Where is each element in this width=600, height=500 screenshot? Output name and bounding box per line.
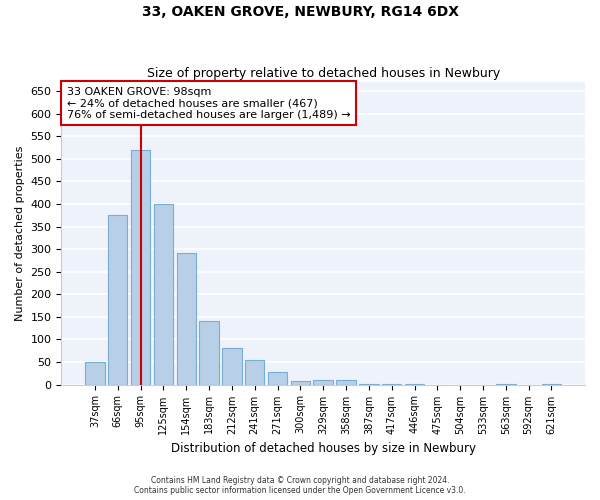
Bar xyxy=(337,380,356,384)
Bar xyxy=(268,372,287,384)
Bar xyxy=(176,253,196,384)
Bar xyxy=(313,380,333,384)
Bar xyxy=(85,362,104,384)
Bar xyxy=(199,322,219,384)
Bar xyxy=(290,382,310,384)
Bar xyxy=(245,360,265,384)
X-axis label: Distribution of detached houses by size in Newbury: Distribution of detached houses by size … xyxy=(171,442,476,455)
Text: Contains HM Land Registry data © Crown copyright and database right 2024.
Contai: Contains HM Land Registry data © Crown c… xyxy=(134,476,466,495)
Text: 33 OAKEN GROVE: 98sqm
← 24% of detached houses are smaller (467)
76% of semi-det: 33 OAKEN GROVE: 98sqm ← 24% of detached … xyxy=(67,86,350,120)
Y-axis label: Number of detached properties: Number of detached properties xyxy=(15,146,25,321)
Bar xyxy=(222,348,242,384)
Bar xyxy=(154,204,173,384)
Text: 33, OAKEN GROVE, NEWBURY, RG14 6DX: 33, OAKEN GROVE, NEWBURY, RG14 6DX xyxy=(142,5,458,19)
Bar xyxy=(131,150,150,384)
Title: Size of property relative to detached houses in Newbury: Size of property relative to detached ho… xyxy=(146,66,500,80)
Bar xyxy=(108,216,127,384)
